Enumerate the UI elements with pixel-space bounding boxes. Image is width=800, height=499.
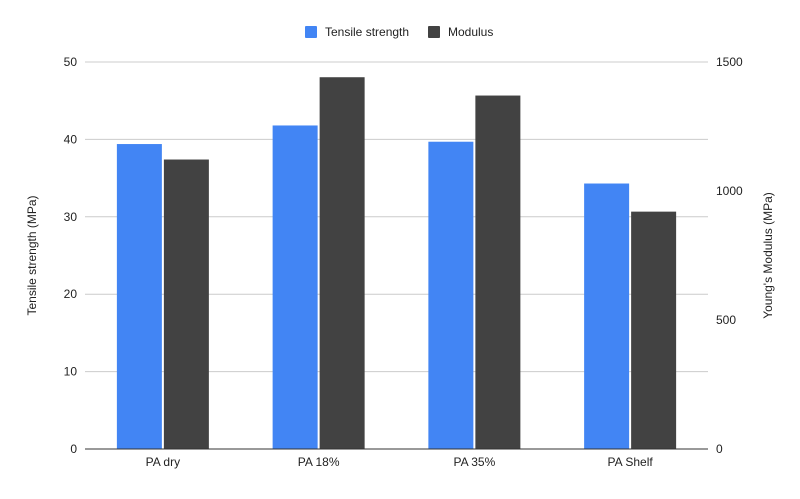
- bars: [116, 77, 677, 450]
- bar-tensile-strength: [428, 141, 474, 450]
- y-left-axis-title: Tensile strength (MPa): [25, 195, 39, 315]
- legend-swatch-tensile-strength: [305, 26, 317, 38]
- x-tick-label: PA 18%: [298, 455, 340, 469]
- legend-swatch-modulus: [428, 26, 440, 38]
- legend-label-modulus: Modulus: [448, 25, 493, 39]
- x-tick-label: PA Shelf: [608, 455, 654, 469]
- bar-tensile-strength: [584, 183, 630, 449]
- bar-tensile-strength: [116, 144, 162, 449]
- y-right-tick-label: 1500: [716, 55, 743, 69]
- y-left-tick-label: 40: [64, 132, 78, 146]
- y-right-tick-label: 500: [716, 313, 736, 327]
- y-left-tick-label: 30: [64, 210, 78, 224]
- bar-modulus: [475, 95, 521, 449]
- y-right-tick-label: 0: [716, 442, 723, 456]
- bar-modulus: [631, 211, 677, 449]
- bar-modulus: [319, 77, 365, 450]
- y-left-tick-label: 20: [64, 287, 78, 301]
- bar-tensile-strength: [272, 125, 318, 449]
- bar-modulus: [163, 159, 209, 450]
- x-tick-label: PA 35%: [453, 455, 495, 469]
- y-left-tick-label: 10: [64, 365, 78, 379]
- y-right-tick-label: 1000: [716, 184, 743, 198]
- y-left-tick-label: 0: [70, 442, 77, 456]
- y-left-tick-label: 50: [64, 55, 78, 69]
- legend-label-tensile-strength: Tensile strength: [325, 25, 409, 39]
- legend: Tensile strength Modulus: [305, 25, 493, 39]
- y-right-axis-title: Young's Modulus (MPa): [761, 192, 775, 319]
- x-tick-label: PA dry: [146, 455, 180, 469]
